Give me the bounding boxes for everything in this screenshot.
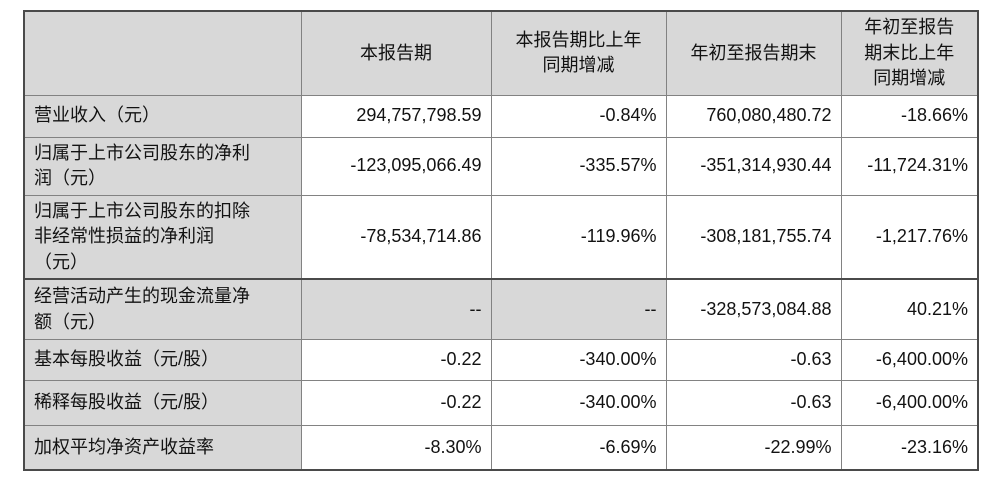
value-cell: -0.63 — [665, 379, 842, 426]
row-label: 归属于上市公司股东的净利 润（元） — [23, 136, 302, 196]
value-cell: 40.21% — [840, 278, 979, 340]
row-label: 基本每股收益（元/股） — [23, 338, 302, 381]
value-cell: -0.22 — [300, 379, 492, 426]
table-row-basic-eps: 基本每股收益（元/股） -0.22 -340.00% -0.63 -6,400.… — [23, 338, 979, 381]
table-row-weighted-avg-roe: 加权平均净资产收益率 -8.30% -6.69% -22.99% -23.16% — [23, 424, 979, 471]
header-year-to-date: 年初至报告期末 — [665, 10, 842, 96]
value-cell: -328,573,084.88 — [665, 278, 842, 340]
row-label: 营业收入（元） — [23, 94, 302, 138]
header-year-to-date-yoy-change: 年初至报告 期末比上年 同期增减 — [840, 10, 979, 96]
report-table-container: 本报告期 本报告期比上年 同期增减 年初至报告期末 年初至报告 期末比上年 同期… — [23, 10, 979, 472]
value-cell: 294,757,798.59 — [300, 94, 492, 138]
value-cell: -123,095,066.49 — [300, 136, 492, 196]
value-cell: -0.22 — [300, 338, 492, 381]
value-cell: -6,400.00% — [840, 338, 979, 381]
table-row-diluted-eps: 稀释每股收益（元/股） -0.22 -340.00% -0.63 -6,400.… — [23, 379, 979, 426]
value-cell: -11,724.31% — [840, 136, 979, 196]
header-current-period: 本报告期 — [300, 10, 492, 96]
table-row-net-profit-excl-nonrecurring: 归属于上市公司股东的扣除 非经常性损益的净利润 （元） -78,534,714.… — [23, 194, 979, 280]
row-label: 归属于上市公司股东的扣除 非经常性损益的净利润 （元） — [23, 194, 302, 280]
table-row-operating-revenue: 营业收入（元） 294,757,798.59 -0.84% 760,080,48… — [23, 94, 979, 138]
header-current-period-yoy-change: 本报告期比上年 同期增减 — [490, 10, 667, 96]
value-cell: -0.84% — [490, 94, 667, 138]
value-cell: -6,400.00% — [840, 379, 979, 426]
value-cell: -351,314,930.44 — [665, 136, 842, 196]
row-label: 加权平均净资产收益率 — [23, 424, 302, 471]
value-cell: -22.99% — [665, 424, 842, 471]
value-cell: -335.57% — [490, 136, 667, 196]
value-cell: -340.00% — [490, 338, 667, 381]
table-header-row: 本报告期 本报告期比上年 同期增减 年初至报告期末 年初至报告 期末比上年 同期… — [23, 10, 979, 96]
value-cell: -78,534,714.86 — [300, 194, 492, 280]
value-cell: 760,080,480.72 — [665, 94, 842, 138]
row-label: 稀释每股收益（元/股） — [23, 379, 302, 426]
value-cell: -340.00% — [490, 379, 667, 426]
value-cell: -18.66% — [840, 94, 979, 138]
value-cell: -23.16% — [840, 424, 979, 471]
value-cell: -6.69% — [490, 424, 667, 471]
row-label: 经营活动产生的现金流量净 额（元） — [23, 278, 302, 340]
table-row-net-profit-attributable: 归属于上市公司股东的净利 润（元） -123,095,066.49 -335.5… — [23, 136, 979, 196]
value-cell-na: -- — [300, 278, 492, 340]
value-cell: -308,181,755.74 — [665, 194, 842, 280]
table-row-operating-cash-flow: 经营活动产生的现金流量净 额（元） -- -- -328,573,084.88 … — [23, 278, 979, 340]
header-corner-cell — [23, 10, 302, 96]
value-cell: -8.30% — [300, 424, 492, 471]
value-cell: -0.63 — [665, 338, 842, 381]
value-cell-na: -- — [490, 278, 667, 340]
financial-metrics-table: 本报告期 本报告期比上年 同期增减 年初至报告期末 年初至报告 期末比上年 同期… — [23, 10, 979, 472]
value-cell: -1,217.76% — [840, 194, 979, 280]
value-cell: -119.96% — [490, 194, 667, 280]
